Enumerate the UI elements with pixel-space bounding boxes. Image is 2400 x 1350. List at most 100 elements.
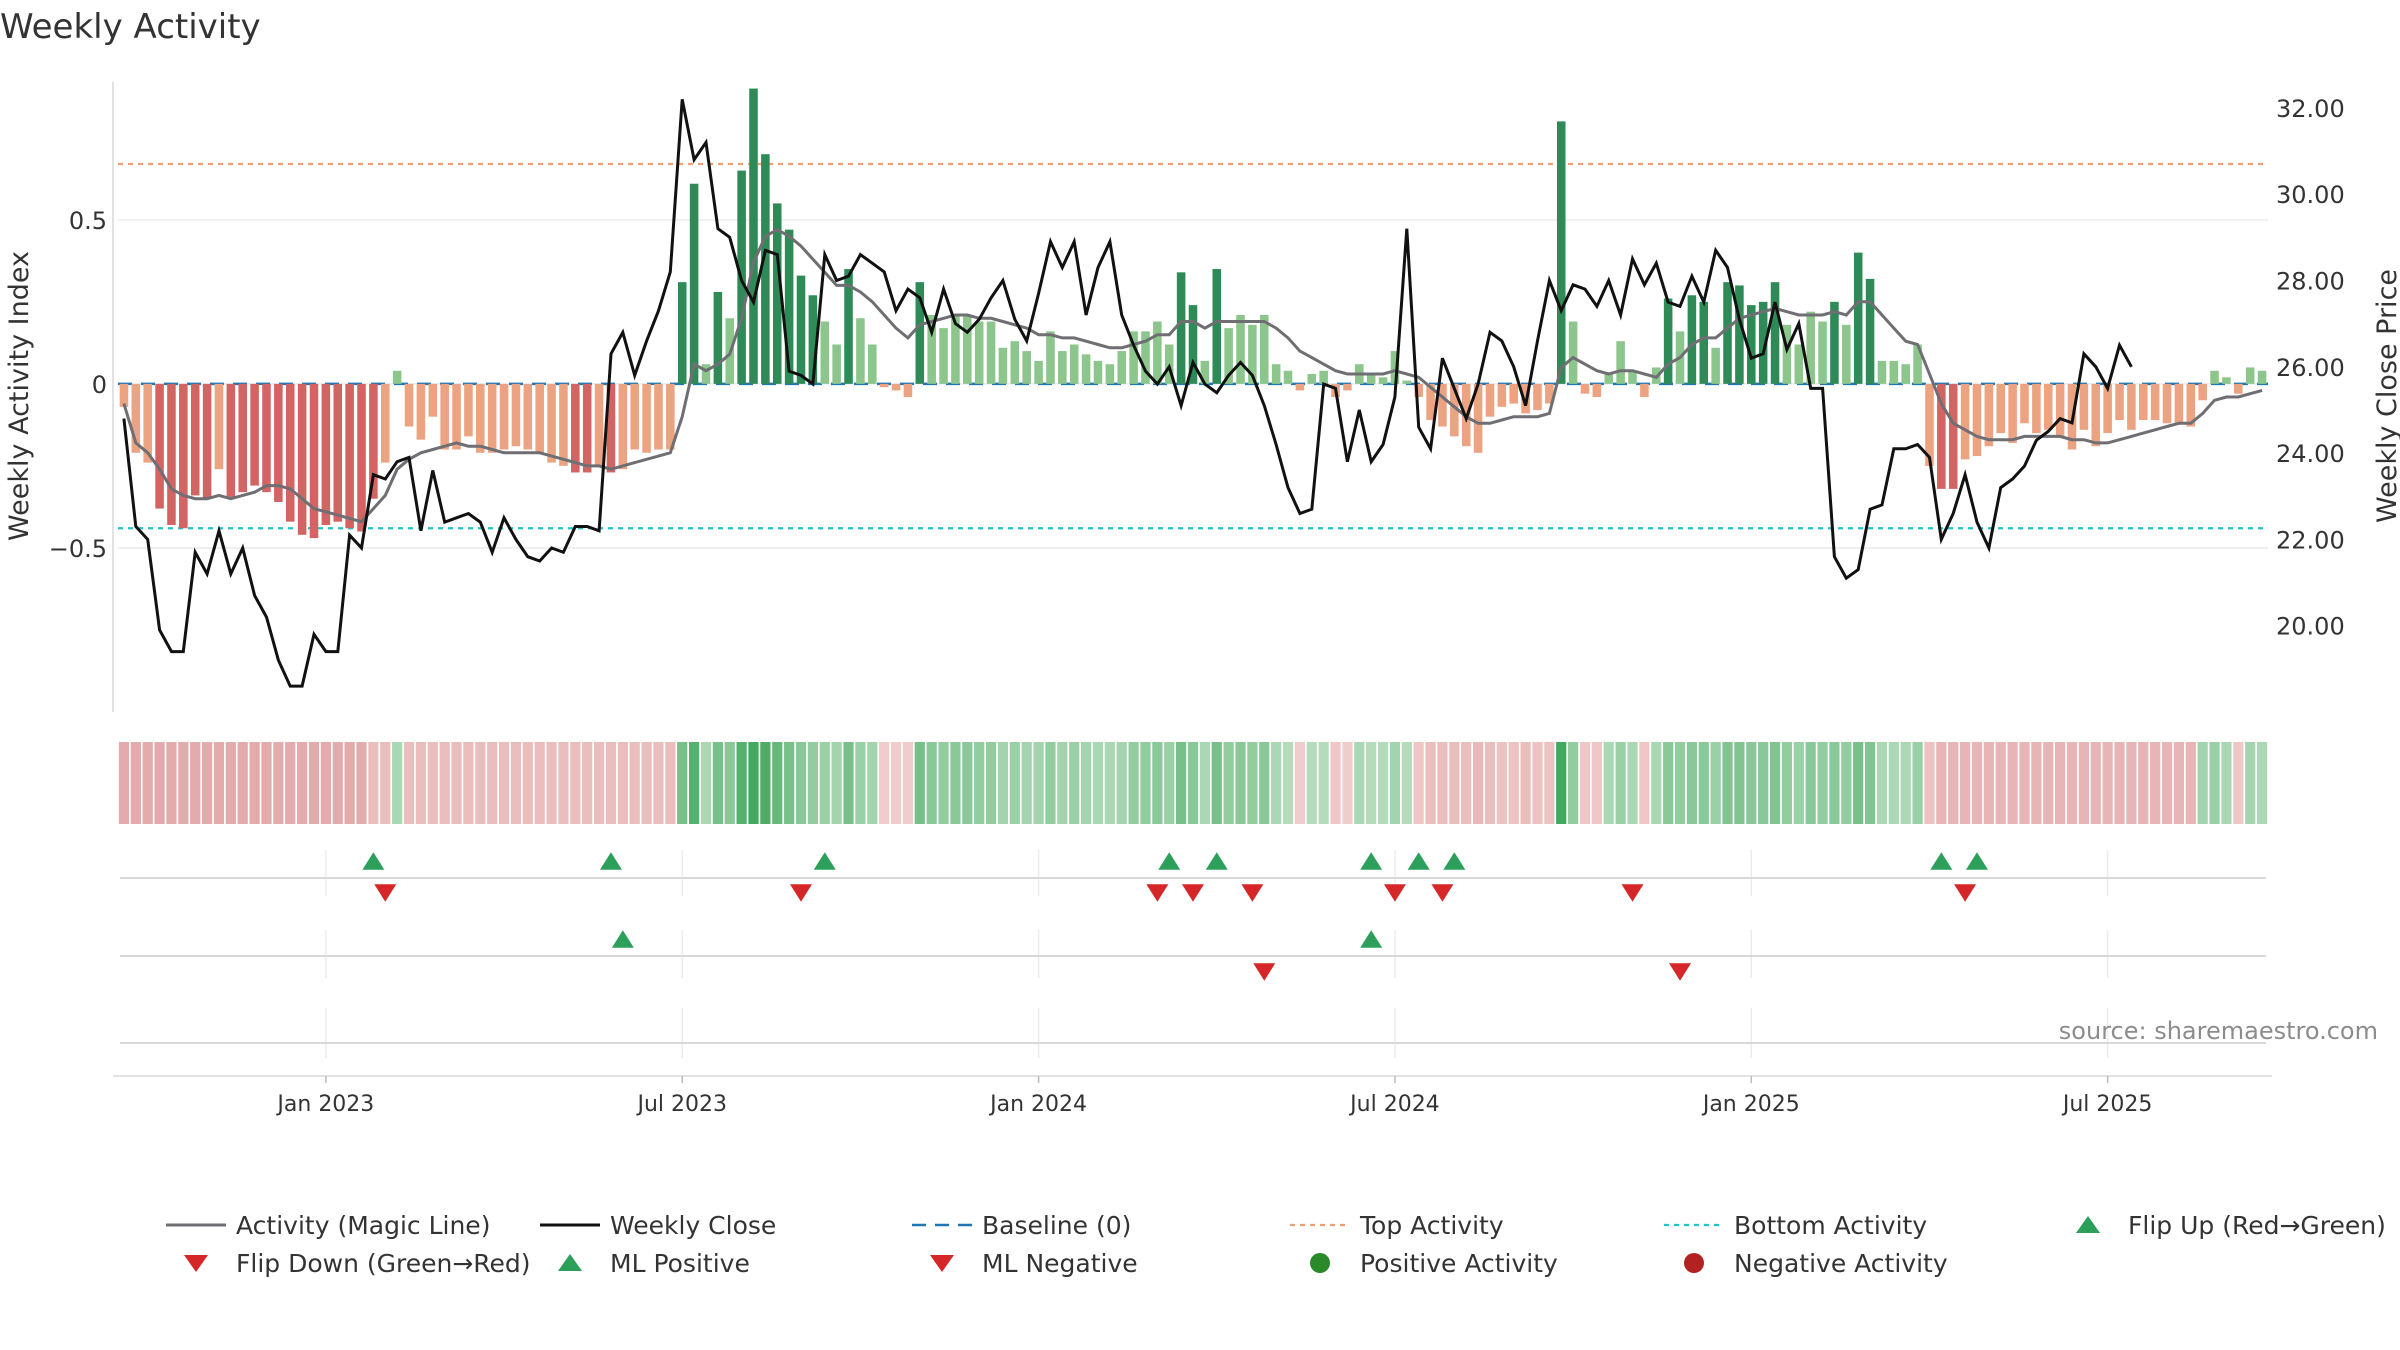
activity-bar — [903, 383, 913, 397]
heat-strip-cell — [285, 742, 296, 824]
heat-strip-cell — [130, 742, 141, 824]
activity-bar — [868, 344, 877, 384]
heat-strip-cell — [1995, 742, 2006, 824]
activity-bar — [630, 383, 639, 450]
activity-bar — [844, 269, 853, 384]
heat-strip-cell — [522, 742, 533, 824]
heat-strip-cell — [2233, 742, 2244, 824]
chart-title: Weekly Activity — [0, 7, 261, 47]
flip-up-marker — [599, 852, 622, 870]
heat-strip-cell — [1959, 742, 1971, 824]
activity-bar — [1426, 383, 1435, 420]
flip-down-marker — [1146, 884, 1169, 902]
flip-down-marker — [790, 884, 813, 902]
activity-bar — [1259, 314, 1269, 384]
activity-bar — [1046, 331, 1055, 384]
activity-bar — [1842, 324, 1851, 384]
heat-strip-cell — [1009, 742, 1020, 824]
activity-bar — [143, 383, 152, 463]
activity-bar — [1818, 321, 1827, 384]
activity-bar — [1960, 383, 1970, 460]
activity-bar — [452, 383, 461, 450]
heat-strip-cell — [855, 742, 866, 824]
activity-bar — [974, 321, 984, 384]
heat-strip-cell — [498, 742, 510, 824]
heat-strip-cell — [142, 742, 153, 824]
x-axis: Jan 2023 Jul 2023 Jan 2024 Jul 2024 Jan 2025… — [275, 1076, 2152, 1117]
heat-strip-cell — [1247, 742, 1258, 824]
activity-bar — [1628, 370, 1637, 384]
heat-strip-cell — [1627, 742, 1638, 824]
heat-strip-cell — [2114, 742, 2125, 824]
legend-label: Bottom Activity — [1734, 1211, 1927, 1240]
heat-strip-cell — [1176, 742, 1187, 824]
activity-bar — [1176, 272, 1186, 384]
activity-bar — [404, 383, 414, 427]
heat-strip-cell — [344, 742, 355, 824]
heat-strip-cell — [1900, 742, 1911, 824]
activity-bar — [1699, 301, 1709, 384]
heat-strip-cell — [938, 742, 949, 824]
heat-strip-cell — [1021, 742, 1032, 824]
heat-strip-cell — [392, 742, 403, 824]
legend-label: Top Activity — [1359, 1211, 1504, 1240]
heat-strip-cell — [902, 742, 914, 824]
heat-strip-cell — [475, 742, 486, 824]
heat-strip-cell — [1710, 742, 1721, 824]
heat-strip-cell — [2078, 742, 2089, 824]
activity-bars — [119, 88, 2267, 539]
flip-up-marker — [1205, 852, 1228, 870]
activity-bar — [1556, 121, 1566, 384]
flip-down-marker — [1431, 884, 1454, 902]
activity-bar — [1723, 282, 1732, 384]
activity-bar — [1438, 383, 1447, 427]
heat-strip-cell — [1140, 742, 1151, 824]
heat-strip-cell — [463, 742, 474, 824]
heat-strip-cell — [201, 742, 213, 824]
heat-strip-cell — [1639, 742, 1650, 824]
heat-strip-cell — [1271, 742, 1282, 824]
activity-bar — [654, 383, 663, 450]
heat-strip-cell — [332, 742, 343, 824]
activity-bar — [2139, 383, 2148, 420]
heat-strip-cell — [1817, 742, 1828, 824]
activity-bar — [214, 383, 224, 470]
heat-strip-cell — [748, 742, 759, 824]
heat-strip-cell — [1971, 742, 1983, 824]
heat-strip-cell — [2126, 742, 2137, 824]
activity-bar — [2103, 383, 2112, 434]
activity-bar — [535, 383, 544, 453]
heat-strip-cell — [415, 742, 427, 824]
activity-bar — [1616, 341, 1625, 384]
left-tick-label: −0.5 — [49, 535, 107, 563]
activity-bar — [642, 383, 651, 453]
activity-bar — [2043, 383, 2053, 430]
heat-strip-cell — [1484, 742, 1496, 824]
activity-bar — [1153, 321, 1162, 384]
heat-strip-cell — [605, 742, 617, 824]
activity-bar — [2127, 383, 2136, 430]
activity-bar — [1865, 278, 1875, 384]
heat-strip-cell — [2221, 742, 2232, 824]
legend-item-flipup: Flip Up (Red→Green) — [2076, 1211, 2386, 1240]
heat-strip-cell — [1888, 742, 1899, 824]
activity-bar — [1022, 351, 1031, 384]
heat-strip-cell — [997, 742, 1009, 824]
legend-swatch-up-triangle — [558, 1254, 582, 1271]
heat-strip-cell — [653, 742, 664, 824]
activity-bar — [1794, 344, 1804, 384]
left-tick-label: 0.5 — [69, 207, 107, 235]
activity-bar — [1414, 383, 1423, 397]
activity-bar — [333, 383, 343, 522]
activity-bar — [1271, 364, 1281, 384]
activity-bar — [1853, 252, 1863, 384]
legend-swatch-up-triangle — [2076, 1216, 2100, 1233]
flip-up-marker — [1158, 852, 1181, 870]
activity-bar — [2186, 383, 2196, 427]
heat-strip-cell — [534, 742, 545, 824]
activity-bar — [1568, 321, 1578, 384]
signal-lanes — [120, 877, 2266, 1044]
activity-bar — [2091, 383, 2101, 447]
activity-bar — [820, 321, 830, 384]
